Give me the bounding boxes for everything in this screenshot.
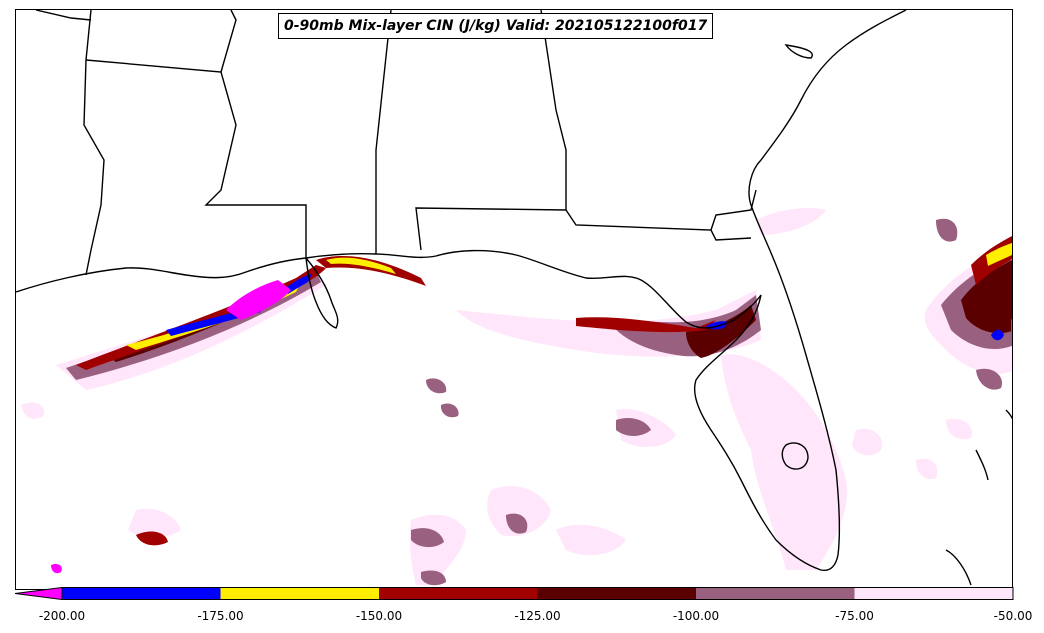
colorbar-tick-label: -175.00 — [197, 609, 244, 623]
map-title: 0-90mb Mix-layer CIN (J/kg) Valid: 20210… — [278, 13, 714, 39]
colorbar-tick-label: -100.00 — [672, 609, 720, 623]
map-panel — [15, 9, 1013, 590]
cin-shading-magenta — [51, 280, 1012, 574]
colorbar-bin-0 — [62, 587, 221, 600]
colorbar-bin-4 — [696, 587, 855, 600]
colorbar-bin-2 — [379, 587, 538, 600]
colorbar-tick-label: -200.00 — [38, 609, 86, 623]
colorbar-tick-label: -75.00 — [835, 609, 874, 623]
colorbar — [15, 587, 1014, 600]
colorbar-bin-1 — [220, 587, 379, 600]
coastlines-and-borders — [16, 10, 1012, 586]
cin-shading-mauve — [66, 218, 1012, 586]
colorbar-bin-5 — [854, 587, 1013, 600]
colorbar-tick-label: -125.00 — [514, 609, 561, 623]
cin-map — [16, 10, 1012, 586]
colorbar-tick-label: -50.00 — [993, 609, 1033, 623]
cin-shading-yellow — [126, 243, 1012, 350]
colorbar-extension-triangle — [15, 587, 63, 600]
cin-shading-red — [76, 236, 1012, 546]
colorbar-bin-3 — [537, 587, 696, 600]
colorbar-tick-label: -150.00 — [355, 609, 403, 623]
